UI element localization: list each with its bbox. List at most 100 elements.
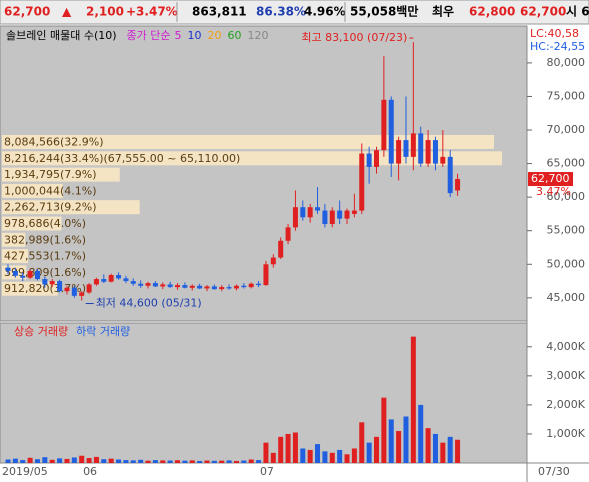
volume-bar <box>285 433 291 463</box>
volume-bar <box>57 458 63 463</box>
volume-profile-bar <box>2 167 120 182</box>
candle-body <box>42 279 48 285</box>
volume-bar <box>329 452 335 463</box>
volume-bar <box>278 436 284 463</box>
header-price: 62,700 <box>4 5 50 19</box>
legend-entry: 상승 거래량 <box>14 325 68 338</box>
volume-bar <box>418 404 424 463</box>
volume-bar <box>138 459 144 463</box>
header-change: 2,100 <box>86 5 124 19</box>
candle-body <box>351 210 357 214</box>
volume-bar <box>64 458 70 463</box>
volume-bar <box>388 419 394 463</box>
candle-body <box>359 153 365 211</box>
candle-body <box>388 99 394 164</box>
volume-bar <box>447 436 453 463</box>
volume-profile-label: 1,000,044(4.1%) <box>4 184 97 197</box>
candle-body <box>64 287 70 292</box>
volume-bar <box>366 442 372 463</box>
x-tick-label: 07 <box>260 465 274 478</box>
candle-body <box>455 179 461 191</box>
candle-body <box>197 285 203 289</box>
candle-body <box>145 283 151 286</box>
header-open-label: 시 6 <box>566 5 589 19</box>
volume-bar <box>359 422 365 463</box>
candle-body <box>204 286 210 289</box>
lc-label: LC:40,58 <box>530 27 579 40</box>
candle-body <box>233 285 239 289</box>
candle-body <box>79 292 85 296</box>
volume-profile-label: 382,989(1.6%) <box>4 233 86 246</box>
legend-ma-period: 5 <box>175 29 182 42</box>
candle-body <box>440 156 446 164</box>
candle-body <box>403 140 409 157</box>
x-tick-label: 2019/05 <box>2 465 48 478</box>
candle-body <box>315 207 321 211</box>
candle-body <box>418 133 424 164</box>
y-tick-label: 1,000K <box>546 427 585 440</box>
y-tick-label: 2,000K <box>546 398 585 411</box>
volume-bar <box>49 459 55 463</box>
volume-bar <box>263 442 269 463</box>
volume-bar <box>108 458 114 463</box>
candle-body <box>20 275 26 278</box>
volume-bar <box>410 336 416 463</box>
volume-bar <box>71 457 77 463</box>
candle-body <box>278 240 284 258</box>
legend-ma-period: 20 <box>208 29 222 42</box>
y-tick-label: 75,000 <box>547 89 586 102</box>
x-end-label: 07/30 <box>538 465 570 478</box>
y-tick-label: 60,000 <box>547 190 586 203</box>
candle-body <box>93 279 99 285</box>
last-price-label: 62,700 <box>531 172 570 185</box>
volume-bar <box>79 455 85 463</box>
volume-bar <box>211 460 217 463</box>
volume-profile-bar <box>2 232 26 247</box>
candle-body <box>241 285 247 288</box>
y-tick-label: 4,000K <box>546 340 585 353</box>
volume-profile-bar <box>2 281 58 296</box>
candle-body <box>432 140 438 164</box>
candle-body <box>86 284 92 293</box>
y-tick-label: 70,000 <box>547 123 586 136</box>
volume-bar <box>152 460 158 463</box>
legend-entry: 하락 거래량 <box>76 324 130 338</box>
candle-body <box>374 150 379 167</box>
candle-body <box>270 257 276 265</box>
candle-body <box>57 281 63 292</box>
y-tick-label: 50,000 <box>547 257 586 270</box>
candle-body <box>27 270 33 278</box>
volume-bar <box>241 460 247 463</box>
volume-bar <box>123 460 129 463</box>
volume-profile-label: 912,820(3.7%) <box>4 282 86 295</box>
volume-bar <box>5 459 11 463</box>
candle-body <box>108 275 114 282</box>
volume-bar <box>233 460 239 463</box>
volume-profile-label: 427,553(1.7%) <box>4 250 86 263</box>
candle-body <box>167 284 173 288</box>
volume-profile-bar <box>2 249 29 264</box>
y-tick-label: 80,000 <box>547 56 586 69</box>
candle-body <box>116 275 122 279</box>
volume-bar <box>86 458 92 463</box>
header-ask: 62,800 <box>469 5 515 19</box>
volume-profile-label: 1,934,795(7.9%) <box>4 168 97 181</box>
volume-bar <box>396 431 402 463</box>
candle-body <box>182 285 188 288</box>
candle-body <box>410 133 416 157</box>
candle-body <box>5 267 11 271</box>
volume-profile-label: 8,216,244(33.4%)(67,555.00 ~ 65,110.00) <box>4 152 240 165</box>
candle-body <box>211 286 217 290</box>
high-annotation: 최고 83,100 (07/23) <box>301 31 407 44</box>
candle-body <box>123 278 129 282</box>
candle-body <box>337 210 343 219</box>
volume-profile-label: 2,262,713(9.2%) <box>4 201 97 214</box>
volume-bar <box>337 449 343 463</box>
volume-bar <box>189 460 195 463</box>
volume-bar <box>455 439 461 463</box>
volume-bar <box>130 460 136 463</box>
candle-body <box>175 285 181 288</box>
volume-bar <box>197 460 203 463</box>
volume-bar <box>322 451 328 463</box>
volume-bar <box>256 460 262 463</box>
